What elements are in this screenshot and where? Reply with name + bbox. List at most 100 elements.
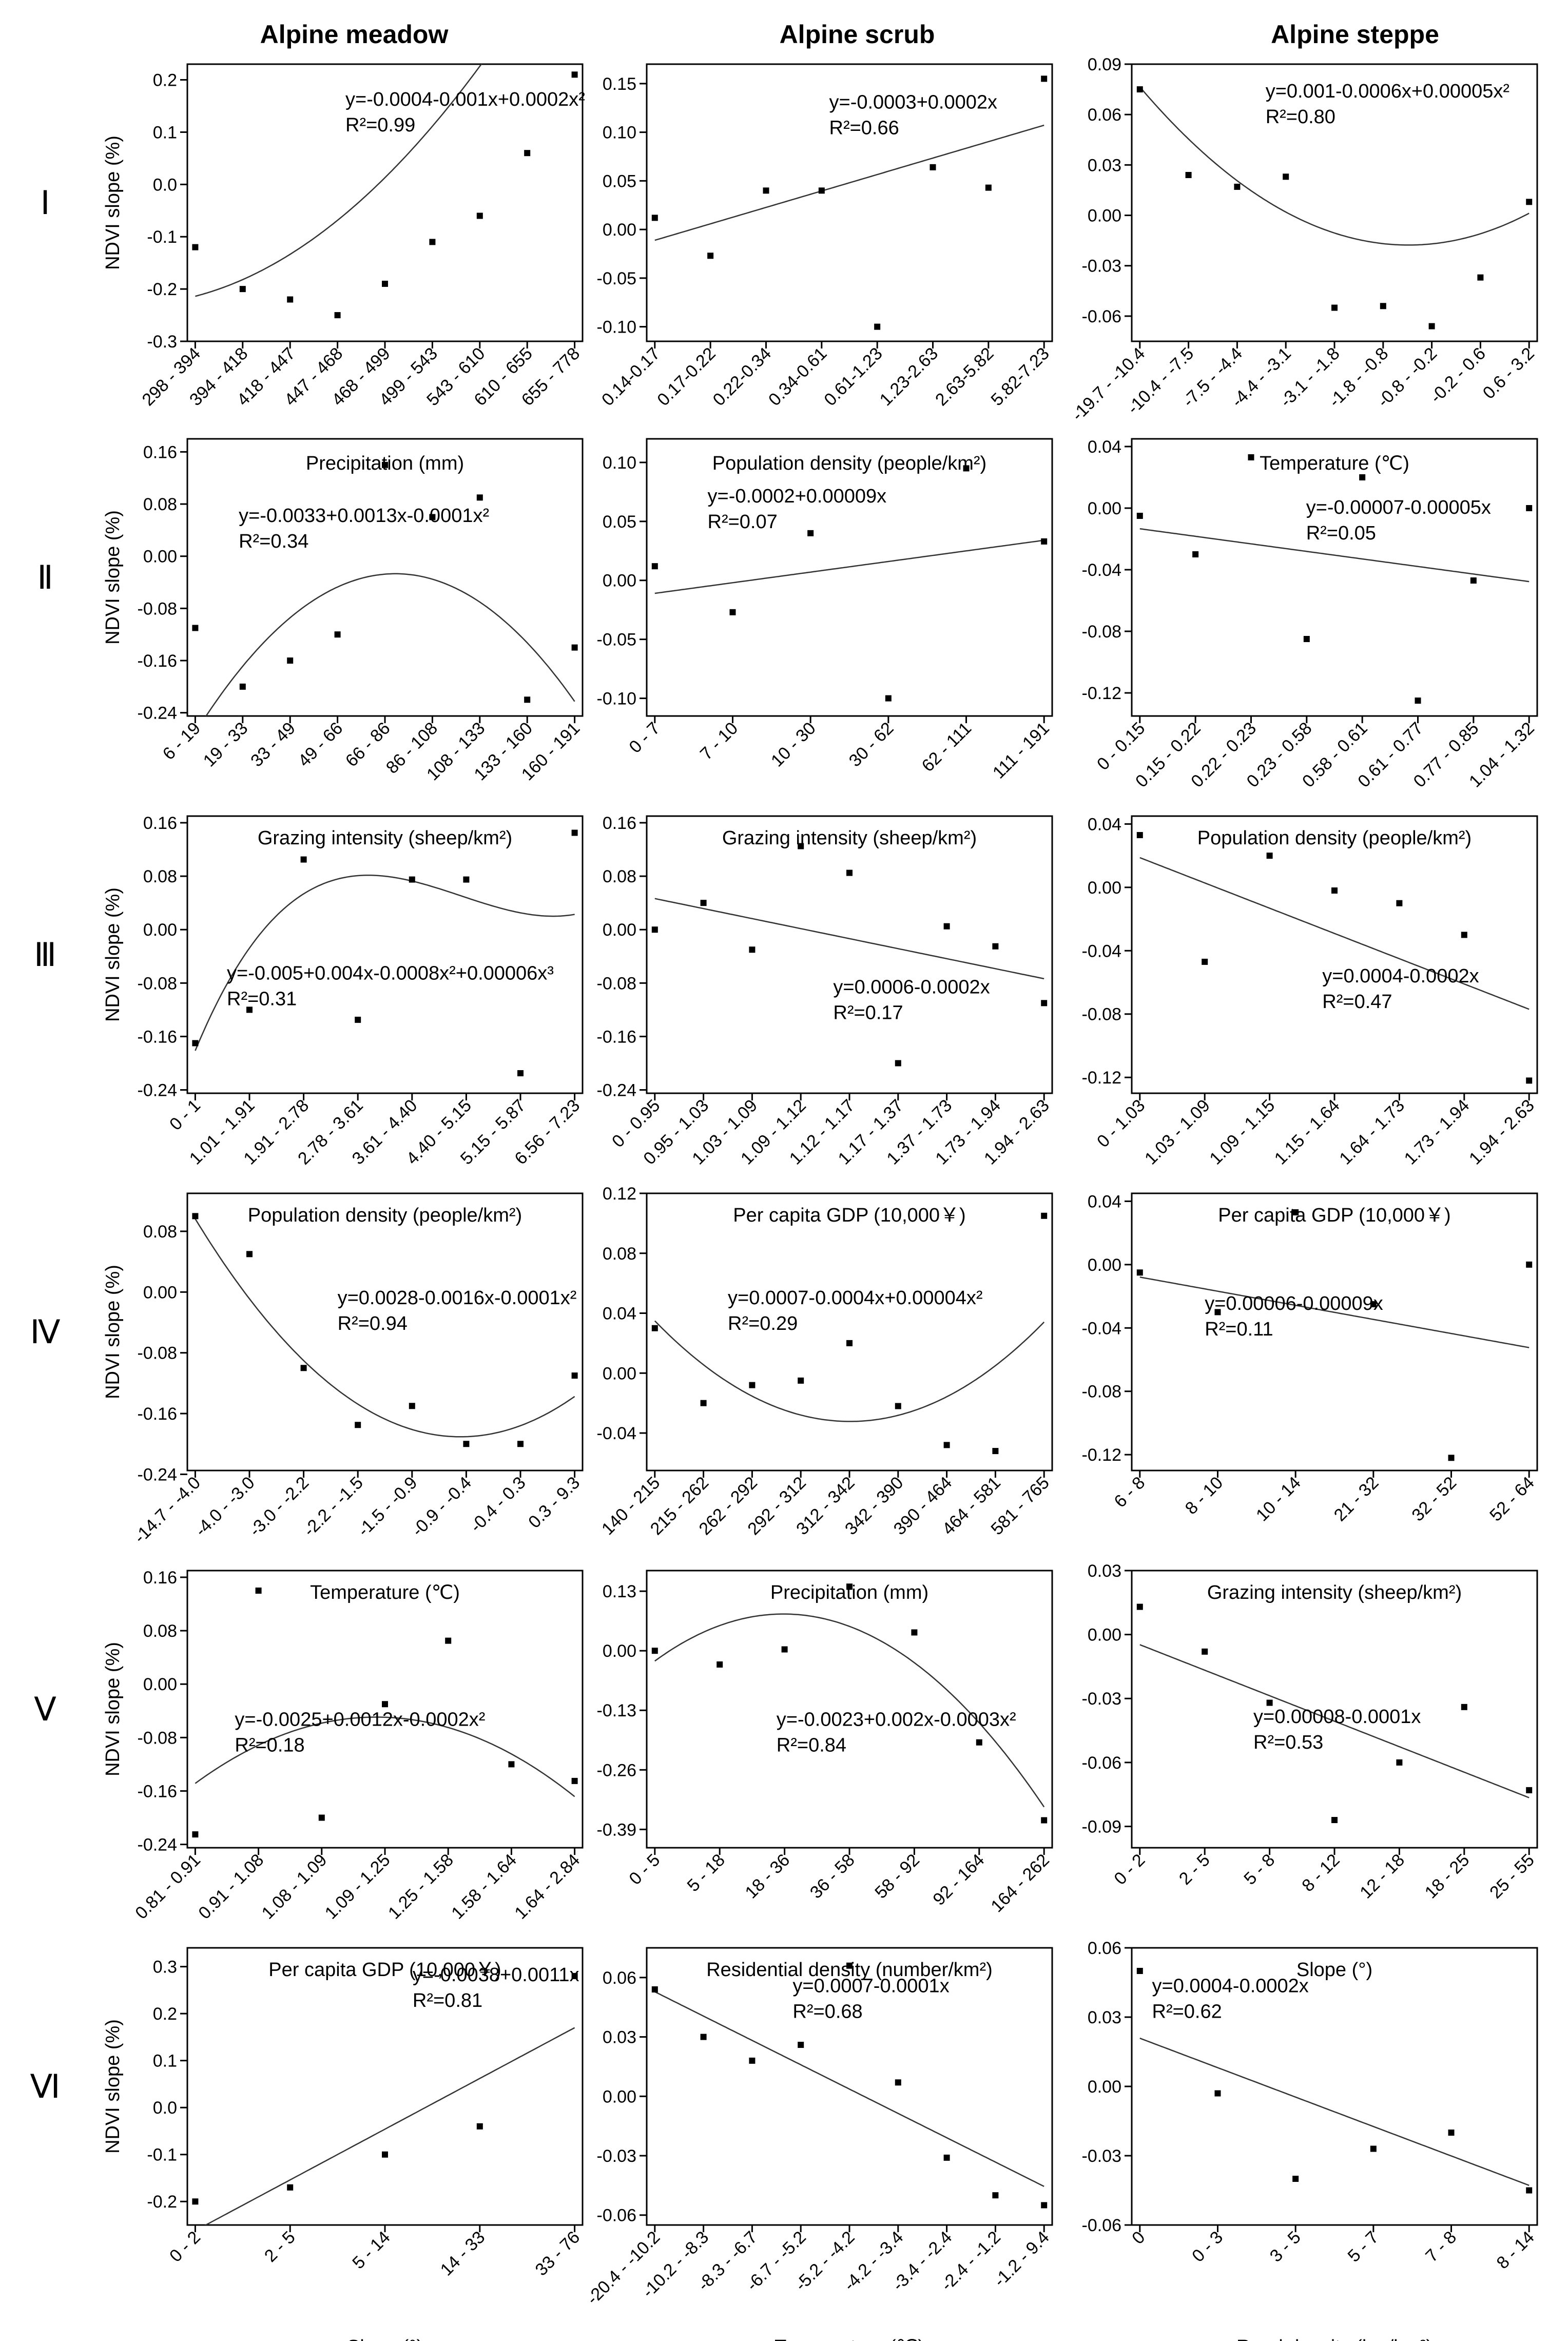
x-tick-label: 0 - 7 [625, 719, 664, 757]
x-tick-label: 1.15 - 1.64 [1271, 1096, 1344, 1169]
data-point [192, 2198, 199, 2205]
col-title-alpine-meadow: Alpine meadow [260, 20, 449, 49]
data-point [1234, 183, 1241, 190]
x-tick-label: 1.58 - 1.64 [448, 1850, 520, 1923]
panel-4-2: -0.09 -0.06 -0.03 0.00 0.03 0 - 2 2 - 5 5 - 8 8 … [1082, 1561, 1538, 1981]
y-tick-label: -0.03 [1082, 1689, 1122, 1709]
data-point [1202, 1648, 1208, 1655]
data-point [1136, 86, 1143, 93]
row-label: Ⅰ [41, 185, 50, 221]
x-tick-label: 7 - 8 [1422, 2228, 1460, 2266]
y-tick-label: -0.24 [138, 704, 178, 723]
y-tick-label: 0.00 [143, 547, 177, 567]
data-point [749, 946, 756, 953]
fit-equation: y=-0.0033+0.0013x-0.0001x² [239, 505, 489, 527]
plot-frame [186, 815, 584, 1094]
row-label: Ⅴ [34, 1691, 56, 1728]
fit-equation: y=-0.0004-0.001x+0.0002x² [345, 89, 585, 110]
y-tick-label: -0.10 [597, 689, 637, 709]
x-axis-label: Temperature (℃) [775, 2336, 924, 2341]
data-point [517, 1070, 524, 1076]
fit-curve [1139, 528, 1530, 583]
y-tick-label: -0.08 [1082, 1382, 1122, 1402]
x-axis-label: Road density (km/km²) [1236, 2336, 1433, 2341]
y-tick-label: -0.04 [1082, 941, 1122, 961]
panel-5-1: -0.06-0.030.000.030.06-20.4 - -10.2-10.2… [583, 1947, 1053, 2341]
x-tick-label: 0.14-0.17 [598, 344, 664, 410]
y-tick-label: 0.00 [603, 2087, 636, 2106]
data-point [1041, 2202, 1048, 2209]
data-point [1136, 1968, 1143, 1974]
y-tick-label: 0.06 [1088, 105, 1121, 125]
x-tick-label: 5 - 7 [1344, 2228, 1383, 2266]
x-tick-label: 0 - 3 [1188, 2228, 1227, 2266]
data-point [885, 695, 892, 702]
y-tick-label: 0.00 [1088, 499, 1121, 518]
x-tick-label: -0.9 - -0.4 [408, 1473, 475, 1540]
data-point [874, 323, 881, 330]
data-point [571, 1372, 578, 1379]
data-point [1396, 1759, 1403, 1766]
panel-2-2: -0.12 -0.08 -0.04 0.00 0.04 0 - 1.031.03 - 1.… [1082, 815, 1538, 1226]
x-tick-label: 0 - 5 [625, 1850, 664, 1889]
data-point [781, 1646, 788, 1653]
y-tick-label: -0.12 [1082, 1445, 1122, 1465]
data-point [571, 71, 578, 78]
x-tick-label: 1.03 - 1.09 [1141, 1096, 1214, 1169]
x-tick-label: 12 - 18 [1356, 1850, 1408, 1903]
data-point [992, 943, 999, 950]
data-point [1136, 1269, 1143, 1276]
data-point [517, 1441, 524, 1447]
y-tick-label: -0.08 [138, 1728, 178, 1748]
x-axis-label: Slope (°) [1296, 1959, 1372, 1981]
row-label: Ⅳ [30, 1314, 60, 1350]
x-tick-label: 0.17-0.22 [653, 344, 719, 410]
fit-equation: y=0.0028-0.0016x-0.0001x² [338, 1287, 577, 1309]
data-point [476, 494, 483, 501]
y-tick-label: -0.16 [597, 1027, 637, 1047]
y-tick-label: 0.00 [143, 1675, 177, 1694]
fit-r2: R²=0.07 [708, 511, 778, 533]
y-tick-label: -0.06 [1082, 1753, 1122, 1773]
data-point [1396, 900, 1403, 906]
data-point [382, 280, 388, 287]
y-tick-label: -0.03 [597, 2146, 637, 2166]
data-point [355, 1422, 361, 1428]
data-point [818, 187, 825, 194]
y-tick-label: 0.00 [603, 1364, 636, 1383]
data-point [1136, 513, 1143, 519]
y-tick-label: -0.16 [138, 1027, 178, 1047]
data-point [1380, 303, 1386, 309]
y-tick-label: 0.13 [603, 1582, 636, 1601]
x-tick-label: 0 - 1 [166, 1096, 204, 1134]
data-point [1331, 304, 1338, 311]
x-tick-label: 1.09 - 1.25 [321, 1850, 394, 1923]
data-point [1448, 2130, 1455, 2136]
fit-curve [195, 64, 482, 297]
y-tick-label: 0.03 [603, 2028, 636, 2047]
data-point [1331, 1817, 1338, 1823]
data-point [846, 1962, 853, 1969]
plot-frame [1131, 438, 1538, 717]
y-tick-label: 0.06 [1088, 1939, 1121, 1958]
data-point [571, 1777, 578, 1784]
x-tick-label: 0.91 - 1.08 [195, 1850, 267, 1923]
data-point [798, 843, 804, 849]
y-tick-label: -0.05 [597, 269, 637, 288]
data-point [429, 239, 436, 245]
y-tick-label: 0.10 [603, 453, 636, 473]
y-tick-label: -0.06 [1082, 307, 1122, 326]
y-tick-label: 0.03 [1088, 156, 1121, 175]
y-tick-label: 0.08 [603, 1244, 636, 1264]
y-tick-label: 0.03 [1088, 1561, 1121, 1581]
data-point [287, 296, 294, 303]
data-point [930, 164, 936, 170]
data-point [382, 461, 388, 468]
data-point [476, 2123, 483, 2130]
plot-frame [646, 1192, 1053, 1472]
y-tick-label: -0.03 [1082, 2146, 1122, 2166]
data-point [992, 2192, 999, 2199]
